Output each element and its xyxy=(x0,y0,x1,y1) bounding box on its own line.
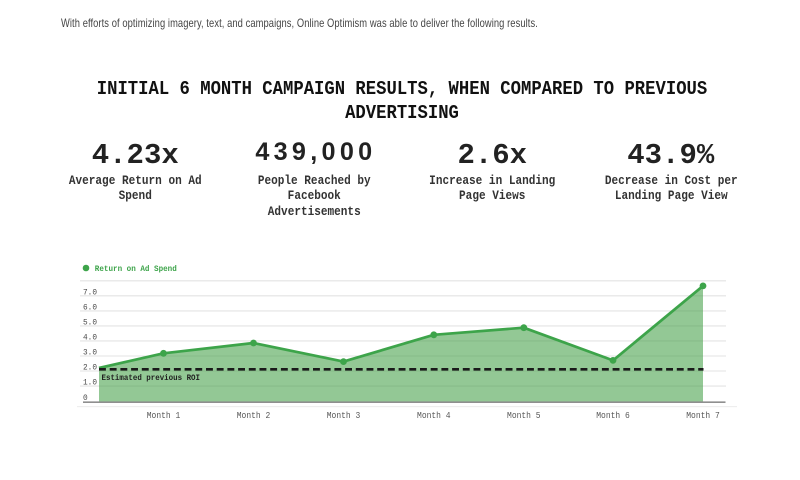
svg-text:Month 2: Month 2 xyxy=(237,411,271,421)
svg-text:Month 4: Month 4 xyxy=(417,411,451,421)
svg-text:4.0: 4.0 xyxy=(83,332,97,342)
svg-text:0: 0 xyxy=(83,393,88,403)
svg-text:2.0: 2.0 xyxy=(83,363,97,373)
svg-text:7.0: 7.0 xyxy=(83,287,97,297)
svg-text:6.0: 6.0 xyxy=(83,302,97,312)
svg-text:Month 6: Month 6 xyxy=(596,411,630,421)
svg-text:3.0: 3.0 xyxy=(83,348,97,358)
svg-text:Return on Ad Spend: Return on Ad Spend xyxy=(95,264,177,274)
svg-text:Month 7: Month 7 xyxy=(686,411,720,421)
svg-text:Month 3: Month 3 xyxy=(327,411,361,421)
svg-text:Month 1: Month 1 xyxy=(147,411,181,421)
svg-text:5.0: 5.0 xyxy=(83,317,97,327)
svg-text:1.0: 1.0 xyxy=(83,378,97,388)
svg-text:Estimated previous ROI: Estimated previous ROI xyxy=(102,373,201,383)
svg-text:Month 5: Month 5 xyxy=(507,411,541,421)
